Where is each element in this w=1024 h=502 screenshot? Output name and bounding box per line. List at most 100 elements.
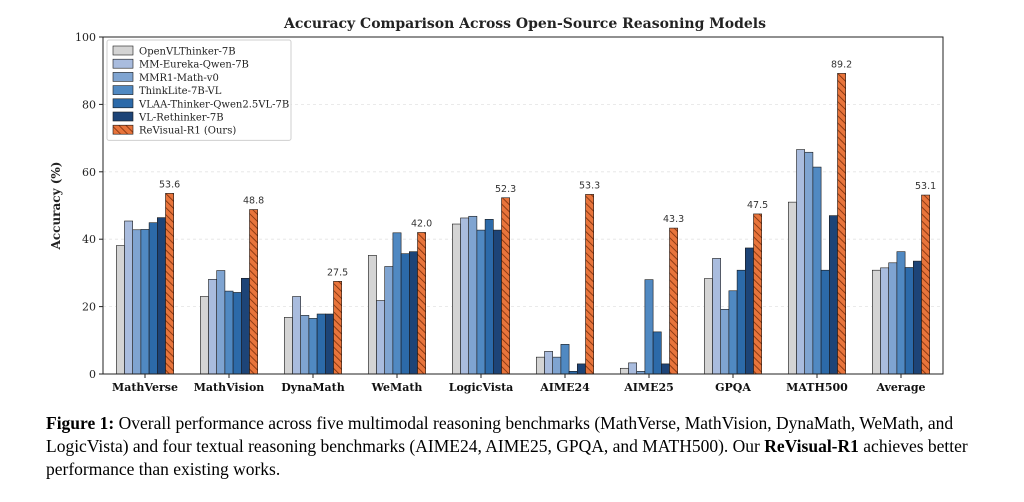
bar (535, 356, 545, 375)
plot-frame (102, 36, 944, 375)
bar (392, 232, 402, 375)
bar (376, 300, 385, 375)
bar (619, 367, 629, 375)
bar (308, 318, 318, 375)
bar (283, 317, 293, 375)
bar (912, 260, 922, 375)
bar (367, 255, 377, 375)
data-label: 89.2 (831, 59, 852, 70)
bar (888, 262, 898, 375)
bar (703, 278, 713, 375)
bar (837, 73, 846, 375)
bar (585, 194, 594, 375)
bar (324, 313, 334, 375)
y-tick-label: 60 (82, 166, 96, 179)
figure-caption: Figure 1: Overall performance across fiv… (46, 412, 981, 481)
bars (116, 73, 930, 375)
data-label: 42.0 (411, 218, 432, 229)
caption-highlight: ReVisual-R1 (764, 436, 859, 456)
data-label: 52.3 (495, 184, 516, 195)
bar (921, 194, 930, 375)
x-tick-label: DynaMath (281, 381, 344, 394)
bar (820, 269, 830, 375)
bar (300, 315, 310, 375)
bar (501, 197, 510, 375)
bar (476, 229, 486, 375)
bar (812, 166, 822, 375)
bar (669, 227, 678, 375)
bar (896, 251, 906, 375)
bar (880, 267, 889, 375)
legend-label: MMR1-Math-v0 (139, 73, 219, 84)
data-label: 53.3 (579, 180, 600, 191)
y-axis-ticks: 0 20 40 60 80 100 (75, 31, 103, 381)
y-tick-label: 100 (75, 31, 96, 44)
legend-box (106, 39, 292, 141)
y-tick-label: 0 (89, 368, 96, 381)
bar (292, 296, 301, 375)
legend-swatch (112, 124, 134, 135)
bar (628, 362, 637, 375)
bar (796, 149, 805, 375)
bar (712, 258, 721, 375)
y-tick-label: 80 (82, 98, 96, 111)
data-label: 47.5 (747, 200, 768, 211)
legend-label: ThinkLite-7B-VL (139, 86, 222, 97)
chart-container: Accuracy Comparison Across Open-Source R… (49, 16, 944, 394)
bar (132, 229, 142, 375)
legend-label: OpenVLThinker-7B (139, 47, 236, 58)
bar (249, 209, 258, 375)
bar (417, 232, 426, 375)
legend: OpenVLThinker-7B MM-Eureka-Qwen-7B MMR1-Ma… (106, 39, 292, 141)
bar (460, 217, 469, 375)
y-tick-label: 20 (82, 301, 96, 314)
bar (208, 278, 217, 375)
caption-text-before: Overall performance across five multimod… (46, 413, 954, 456)
bar (753, 213, 762, 375)
bar (804, 151, 814, 375)
bar (400, 253, 410, 375)
data-labels: 53.6 48.8 27.5 42.0 52.3 53.3 43.3 47.5 89.2 53.1 (159, 59, 936, 278)
y-tick-label: 40 (82, 233, 96, 246)
legend-swatch (112, 58, 134, 69)
bar (384, 266, 394, 375)
legend-swatch (112, 72, 134, 82)
bar (116, 245, 125, 375)
bar (492, 229, 502, 375)
data-label: 53.1 (915, 181, 936, 192)
bar (200, 296, 209, 375)
bar (728, 290, 738, 375)
legend-label: VLAA-Thinker-Qwen2.5VL-7B (138, 99, 289, 110)
x-tick-label: MathVision (194, 381, 265, 394)
legend-label: ReVisual-R1 (Ours) (139, 126, 236, 137)
bar (140, 229, 150, 375)
bar (451, 223, 461, 375)
bar (828, 215, 838, 375)
bar (241, 277, 250, 375)
x-tick-label: WeMath (371, 381, 423, 394)
x-tick-label: AIME25 (623, 381, 674, 394)
bar (484, 219, 494, 375)
bar (316, 313, 326, 375)
chart-title: Accuracy Comparison Across Open-Source R… (283, 16, 766, 32)
bar (544, 351, 553, 375)
x-tick-label: MATH500 (786, 381, 848, 394)
data-label: 48.8 (243, 196, 264, 207)
data-label: 53.6 (159, 179, 180, 190)
bar (552, 356, 562, 375)
legend-label: MM-Eureka-Qwen-7B (139, 60, 249, 71)
x-tick-label: LogicVista (449, 381, 514, 394)
bar (576, 363, 586, 375)
bar (644, 279, 654, 375)
bar (560, 344, 570, 375)
bar (736, 269, 746, 375)
bar (660, 363, 670, 375)
bar (333, 281, 342, 375)
bar (165, 193, 174, 375)
legend-label: VL-Rethinker-7B (138, 113, 224, 124)
bar (408, 251, 418, 375)
bar (744, 247, 754, 375)
x-tick-label: GPQA (715, 381, 751, 394)
x-axis-ticks: MathVerse MathVision DynaMath WeMath LogicVi… (112, 374, 926, 394)
x-tick-label: MathVerse (112, 381, 178, 394)
